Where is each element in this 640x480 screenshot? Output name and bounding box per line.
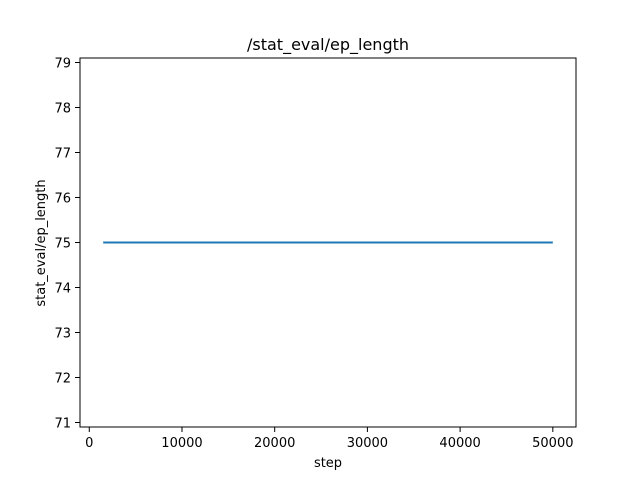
- y-tick-label: 76: [54, 192, 71, 207]
- x-tick-label: 40000: [439, 436, 480, 451]
- x-tick-label: 10000: [161, 436, 202, 451]
- x-tick-label: 20000: [254, 436, 295, 451]
- x-axis-label: step: [314, 456, 342, 471]
- x-axis: 0 10000 20000 30000 40000 50000: [85, 427, 574, 451]
- y-tick-label: 71: [54, 417, 71, 432]
- y-tick-label: 72: [54, 372, 71, 387]
- x-tick-label: 30000: [347, 436, 388, 451]
- y-axis-label: stat_eval/ep_length: [34, 179, 49, 306]
- chart-title: /stat_eval/ep_length: [247, 35, 409, 55]
- y-tick-label: 73: [54, 327, 71, 342]
- y-axis: 71 72 73 74 75 76 77 78 79: [54, 57, 80, 432]
- y-tick-label: 77: [54, 147, 71, 162]
- x-tick-label: 0: [85, 436, 93, 451]
- x-tick-label: 50000: [532, 436, 573, 451]
- y-tick-label: 75: [54, 237, 71, 252]
- y-tick-label: 79: [54, 57, 71, 72]
- y-tick-label: 78: [54, 102, 71, 117]
- y-tick-label: 74: [54, 282, 71, 297]
